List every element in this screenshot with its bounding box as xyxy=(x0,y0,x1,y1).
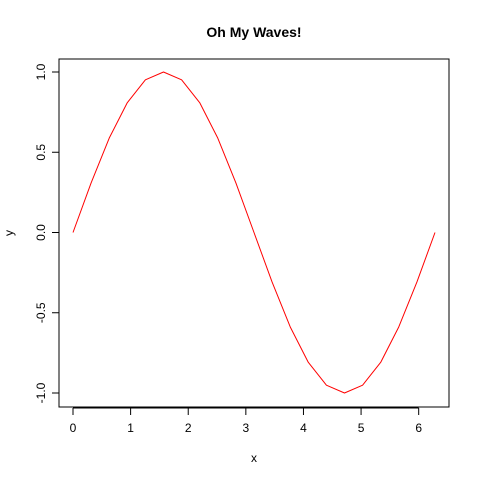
x-tick-label: 1 xyxy=(127,421,134,435)
series-layer xyxy=(72,71,436,394)
series-line xyxy=(72,71,436,394)
x-axis-label: x xyxy=(251,451,257,465)
y-tick-label: 0.0 xyxy=(34,224,48,241)
y-tick-label: 1.0 xyxy=(34,63,48,80)
x-axis: 0 1 2 3 4 5 6 xyxy=(70,407,422,435)
x-tick-label: 4 xyxy=(300,421,307,435)
y-tick-label: -0.5 xyxy=(34,302,48,323)
x-tick-label: 2 xyxy=(185,421,192,435)
x-tick-label: 0 xyxy=(70,421,77,435)
y-tick-label: 0.5 xyxy=(34,144,48,161)
y-axis: -1.0 -0.5 0.0 0.5 1.0 xyxy=(34,63,60,403)
y-tick-label: -1.0 xyxy=(34,382,48,403)
x-tick-label: 6 xyxy=(415,421,422,435)
y-axis-label: y xyxy=(2,230,16,236)
x-tick-label: 5 xyxy=(358,421,365,435)
chart-title: Oh My Waves! xyxy=(206,24,301,40)
x-tick-label: 3 xyxy=(242,421,249,435)
